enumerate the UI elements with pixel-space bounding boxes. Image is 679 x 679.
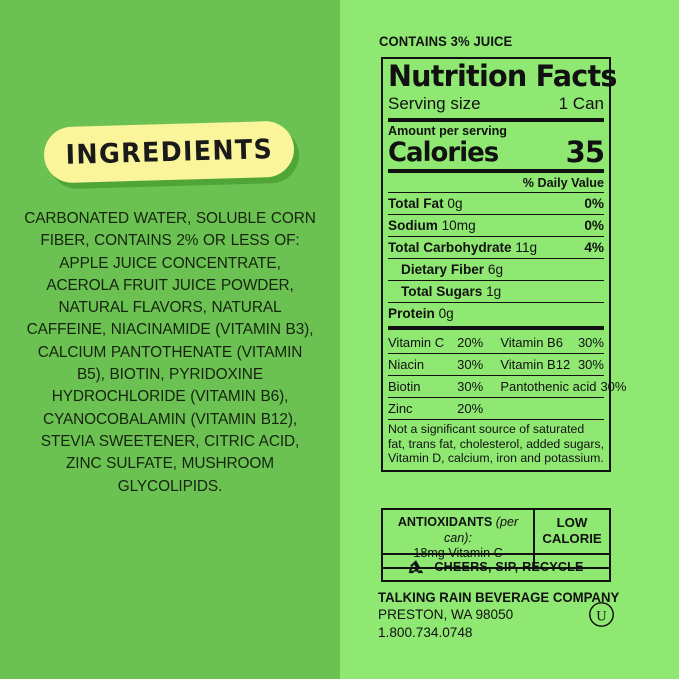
nutrient-amount: 11g [515,240,538,255]
daily-value-header: % Daily Value [522,176,604,190]
divider-thin [388,353,604,354]
vitamin-value: 20% [457,334,484,350]
nutrient-amount: 6g [487,262,504,277]
divider-thick-vitamins [388,326,604,330]
low-calorie-cell: LOW CALORIE [535,510,609,567]
divider-thin-dv [388,192,604,193]
divider-thin [388,419,604,420]
ingredients-badge-pill: INGREDIENTS [43,120,295,184]
vitamin-value: 20% [457,400,484,416]
nutrient-row: Sodium 10mg 0% [388,215,604,236]
nutrient-name: Dietary Fiber [401,262,485,277]
nutrient-name: Total Sugars [401,284,483,299]
antioxidants-box: ANTIOXIDANTS (per can): 18mg Vitamin C L… [381,508,611,569]
antioxidants-heading-italic: (per can): [444,515,519,545]
divider-thin [388,280,604,281]
cheers-text: CHEERS, SIP, RECYCLE [434,560,584,574]
nutrition-panel: CONTAINS 3% JUICE Nutrition Facts Servin… [340,0,679,679]
ingredients-badge: INGREDIENTS [43,120,300,190]
cheers-box: CHEERS, SIP, RECYCLE [381,553,611,582]
vitamin-name: Niacin [388,356,425,372]
vitamin-row: Biotin 30% Pantothenic acid 30% [388,376,626,397]
divider-thick-serving [388,118,604,122]
nutrient-amount: 1g [486,284,502,299]
company-name: TALKING RAIN BEVERAGE COMPANY [378,590,620,605]
company-address: PRESTON, WA 98050 [378,607,514,622]
company-phone: 1.800.734.0748 [378,624,473,640]
ou-kosher-icon: U [588,601,615,628]
ingredients-panel: INGREDIENTS CARBONATED WATER, SOLUBLE CO… [24,120,316,495]
nutrient-name: Sodium [388,218,438,233]
calories-row: Calories 35 [388,135,605,169]
serving-size-row: Serving size 1 Can [388,93,604,116]
nutrient-row: Protein 0g [388,303,604,324]
amount-per-serving-label: Amount per serving [388,124,507,138]
nutrient-row: Total Carbohydrate 11g 4% [388,237,604,258]
divider-thin [388,302,604,303]
calories-value: 35 [565,135,605,169]
vitamin-name: Biotin [388,378,421,394]
nutrient-row: Total Sugars 1g [388,281,604,302]
low-calorie-line1: LOW [556,515,588,530]
recycle-icon [408,559,424,575]
divider-thin [388,397,604,398]
vitamin-value: 30% [577,334,604,350]
vitamin-name: Vitamin C [388,334,445,350]
nutrition-facts-box: Nutrition Facts Serving size 1 Can Amoun… [381,57,626,472]
vitamin-name: Vitamin B12 [500,356,571,372]
vitamin-name: Pantothenic acid [500,378,597,394]
antioxidants-divider [533,510,535,567]
serving-size-label: Serving size [388,94,481,113]
ingredients-badge-label: INGREDIENTS [64,133,274,171]
vitamin-row: Vitamin C 20% Vitamin B6 30% [388,332,604,353]
vitamin-row: Zinc 20% [388,398,604,419]
ingredients-list-text: CARBONATED WATER, SOLUBLE CORN FIBER, CO… [24,210,316,495]
svg-text:U: U [596,608,607,624]
nutrient-row: Total Fat 0g 0% [388,193,604,214]
company-info: TALKING RAIN BEVERAGE COMPANY PRESTON, W… [378,589,620,641]
contains-juice-statement: CONTAINS 3% JUICE [379,34,513,49]
nutrient-amount: 0g [447,196,463,211]
nutrient-amount: 10mg [441,218,476,233]
vitamin-value: 30% [577,356,604,372]
serving-size-value: 1 Can [558,94,604,113]
vitamin-value: 30% [457,356,484,372]
nutrition-facts-title: Nutrition Facts [388,59,617,93]
divider-thin [388,375,604,376]
divider-thin [388,236,604,237]
vitamin-name: Zinc [388,400,413,416]
vitamin-value: 30% [600,378,627,394]
divider-thick-calories [388,169,604,173]
nutrient-row: Dietary Fiber 6g [388,259,604,280]
nutrient-name: Total Fat [388,196,444,211]
low-calorie-line2: CALORIE [542,530,602,546]
antioxidants-heading-bold: ANTIOXIDANTS [397,515,493,529]
nutrient-dv: 4% [584,240,604,255]
divider-thin [388,214,604,215]
nutrient-amount: 0g [438,306,454,321]
nutrient-name: Protein [388,306,435,321]
divider-thin [388,258,604,259]
calories-label: Calories [388,137,499,168]
vitamin-row: Niacin 30% Vitamin B12 30% [388,354,604,375]
antioxidants-heading: ANTIOXIDANTS (per can): [385,515,531,546]
nutrient-dv: 0% [584,218,604,233]
nutrition-footnote: Not a significant source of saturated fa… [388,422,605,466]
vitamin-name: Vitamin B6 [500,334,563,350]
nutrient-dv: 0% [584,196,604,211]
vitamin-value: 30% [457,378,484,394]
nutrient-name: Total Carbohydrate [388,240,512,255]
